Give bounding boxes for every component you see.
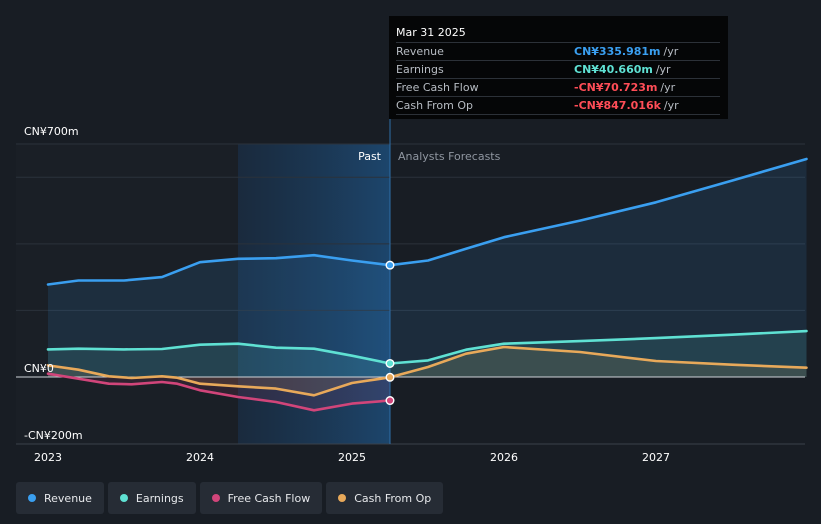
tooltip-row-free-cash-flow: Free Cash Flow -CN¥70.723m /yr <box>396 78 720 96</box>
tooltip-row-earnings: Earnings CN¥40.660m /yr <box>396 60 720 78</box>
legend-label: Revenue <box>44 491 92 505</box>
marker-point-cash-from-op <box>385 372 395 382</box>
tooltip-label: Earnings <box>396 63 444 76</box>
series-area-earnings <box>48 331 807 377</box>
tooltip-label: Revenue <box>396 45 444 58</box>
chart-legend: Revenue Earnings Free Cash Flow Cash Fro… <box>16 482 444 514</box>
past-label: Past <box>358 150 382 163</box>
x-tick-label: 2027 <box>642 451 670 464</box>
tooltip-value: -CN¥847.016k <box>574 99 661 112</box>
tooltip-value: CN¥40.660m <box>574 63 653 76</box>
marker-point-earnings <box>385 358 395 368</box>
legend-label: Cash From Op <box>354 491 432 505</box>
series-area-revenue <box>48 159 807 377</box>
marker-point-free-cash-flow <box>385 396 395 406</box>
x-tick-label: 2025 <box>338 451 366 464</box>
plot-background <box>16 144 238 444</box>
y-tick-label: -CN¥200m <box>24 429 83 442</box>
series-line-free-cash-flow <box>46 372 392 412</box>
tooltip-unit: /yr <box>663 99 679 112</box>
series-area-cash-from-op <box>48 347 807 396</box>
revenue-dot-icon <box>28 494 36 502</box>
marker-point-revenue <box>385 260 395 270</box>
earnings-dot-icon <box>119 494 128 502</box>
x-tick-label: 2024 <box>186 451 214 464</box>
series-line-cash-from-op <box>46 345 808 397</box>
cash-from-op-dot-icon <box>338 494 347 502</box>
tooltip-value: -CN¥70.723m <box>574 81 658 94</box>
tooltip-label: Free Cash Flow <box>396 81 479 94</box>
legend-label: Free Cash Flow <box>227 491 311 505</box>
series-line-earnings <box>46 329 808 365</box>
tooltip-unit: /yr <box>660 81 676 94</box>
forecast-label: Analysts Forecasts <box>398 150 501 163</box>
x-tick-label: 2023 <box>34 451 62 464</box>
y-tick-label: CN¥0 <box>24 362 54 375</box>
tooltip-value: CN¥335.981m <box>574 45 661 58</box>
y-tick-label: CN¥700m <box>24 125 79 138</box>
tooltip-unit: /yr <box>655 63 671 76</box>
legend-item-earnings[interactable]: Earnings <box>107 482 196 514</box>
tooltip-date: Mar 31 2025 <box>396 26 466 39</box>
tooltip-label: Cash From Op <box>396 99 474 112</box>
free-cash-flow-dot-icon <box>211 494 220 502</box>
series-line-revenue <box>46 157 808 286</box>
legend-item-cash-from-op[interactable]: Cash From Op <box>326 482 444 514</box>
series-area-free-cash-flow <box>48 373 390 411</box>
legend-item-revenue[interactable]: Revenue <box>16 482 104 514</box>
legend-label: Earnings <box>135 491 184 505</box>
data-tooltip: Mar 31 2025 Revenue CN¥335.981m /yr Earn… <box>389 16 728 119</box>
tooltip-unit: /yr <box>663 45 679 58</box>
tooltip-row-cash-from-op: Cash From Op -CN¥847.016k /yr <box>396 96 720 115</box>
x-tick-label: 2026 <box>490 451 518 464</box>
legend-item-free-cash-flow[interactable]: Free Cash Flow <box>199 482 323 514</box>
tooltip-row-revenue: Revenue CN¥335.981m /yr <box>396 42 720 60</box>
